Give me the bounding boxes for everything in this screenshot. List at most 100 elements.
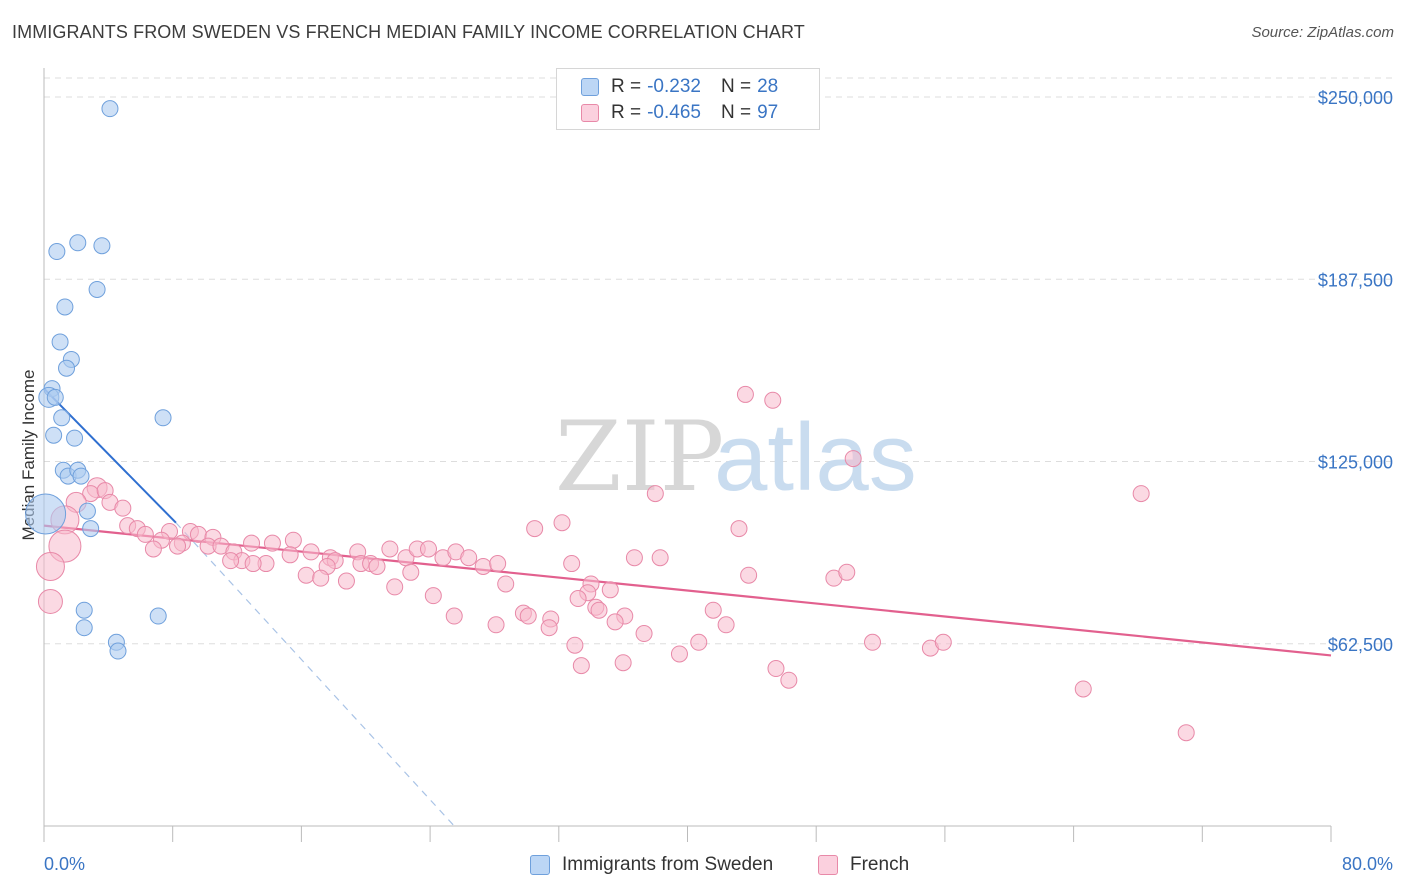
french-point [553,514,571,532]
french-point [670,645,688,663]
french-point [651,549,669,567]
sweden-point [45,426,63,444]
sweden-point [82,520,100,538]
french-point [381,540,399,558]
sweden-point [149,607,167,625]
sweden-point [66,429,84,447]
french-point [780,671,798,689]
y-tick-label: $125,000 [1318,453,1393,473]
sweden-legend-label: Immigrants from Sweden [562,854,774,875]
n-label: N = [720,102,752,123]
french-legend-swatch [818,855,838,875]
french-point [402,563,420,581]
french-point [767,660,785,678]
sweden-point [51,333,69,351]
r-value: -0.232 [647,76,701,97]
n-value: 28 [757,76,779,97]
french-point [312,569,330,587]
chart-title: IMMIGRANTS FROM SWEDEN VS FRENCH MEDIAN … [12,22,805,42]
french-point [540,619,558,637]
french-point [244,555,262,573]
legend-row-french: R = -0.465 N = 97 [581,101,778,125]
n-value: 97 [757,102,779,123]
french-point [445,607,463,625]
sweden-trend-extension [175,522,455,827]
french-point [736,385,754,403]
sweden-point [75,619,93,637]
french-point [606,613,624,631]
french-point [424,587,442,605]
correlation-legend: R = -0.232 N = 28 R = -0.465 N = 97 [556,68,820,130]
french-point [590,601,608,619]
french-point [169,537,187,555]
sweden-point [109,642,127,660]
y-tick-labels: $62,500 $125,000 $187,500 $250,000 [1318,88,1393,655]
french-swatch [581,104,599,122]
french-point [337,572,355,590]
x-tick-min: 0.0% [44,854,85,874]
french-point [281,546,299,564]
french-point [35,551,65,581]
french-point [614,654,632,672]
sweden-point [75,601,93,619]
french-point [1132,485,1150,503]
french-point [730,520,748,538]
sweden-point [101,100,119,118]
sweden-swatch [581,78,599,96]
french-point [690,633,708,651]
r-label: R = [611,102,642,123]
source-label: Source: ZipAtlas.com [1251,24,1394,41]
y-tick-label: $62,500 [1328,635,1393,655]
french-point [243,534,261,552]
french-point [497,575,515,593]
watermark: ZIP atlas [555,401,917,513]
french-point [569,590,587,608]
r-value: -0.465 [647,102,701,123]
sweden-point [154,409,172,427]
french-point [222,552,240,570]
sweden-point [48,243,66,261]
sweden-legend-swatch [530,855,550,875]
french-point [489,555,507,573]
french-point [37,588,63,614]
french-point [764,391,782,409]
french-point [838,563,856,581]
french-point [284,531,302,549]
french-point [646,485,664,503]
french-point [717,616,735,634]
french-point [563,555,581,573]
french-point [704,601,722,619]
legend-item-sweden: Immigrants from Sweden [530,852,773,878]
legend-item-french: French [818,852,909,878]
n-label: N = [720,76,752,97]
french-point [572,657,590,675]
french-point [297,566,315,584]
watermark-atlas: atlas [714,404,917,511]
french-point [526,520,544,538]
sweden-point [25,493,67,535]
french-point [625,549,643,567]
sweden-point [56,298,74,316]
french-point [263,534,281,552]
french-point [136,525,154,543]
legend-row-sweden: R = -0.232 N = 28 [581,75,778,99]
french-point [419,540,437,558]
y-tick-label: $187,500 [1318,270,1393,290]
french-point [460,549,478,567]
french-point [487,616,505,634]
sweden-point [78,502,96,520]
french-point [302,543,320,561]
french-point [864,633,882,651]
french-point [144,540,162,558]
r-label: R = [611,76,642,97]
french-point [635,625,653,643]
sweden-point [93,237,111,255]
sweden-point [58,359,76,377]
french-point [601,581,619,599]
french-point [1177,724,1195,742]
french-point [519,607,537,625]
french-point [386,578,404,596]
sweden-point [46,388,64,406]
axes [43,68,1332,842]
